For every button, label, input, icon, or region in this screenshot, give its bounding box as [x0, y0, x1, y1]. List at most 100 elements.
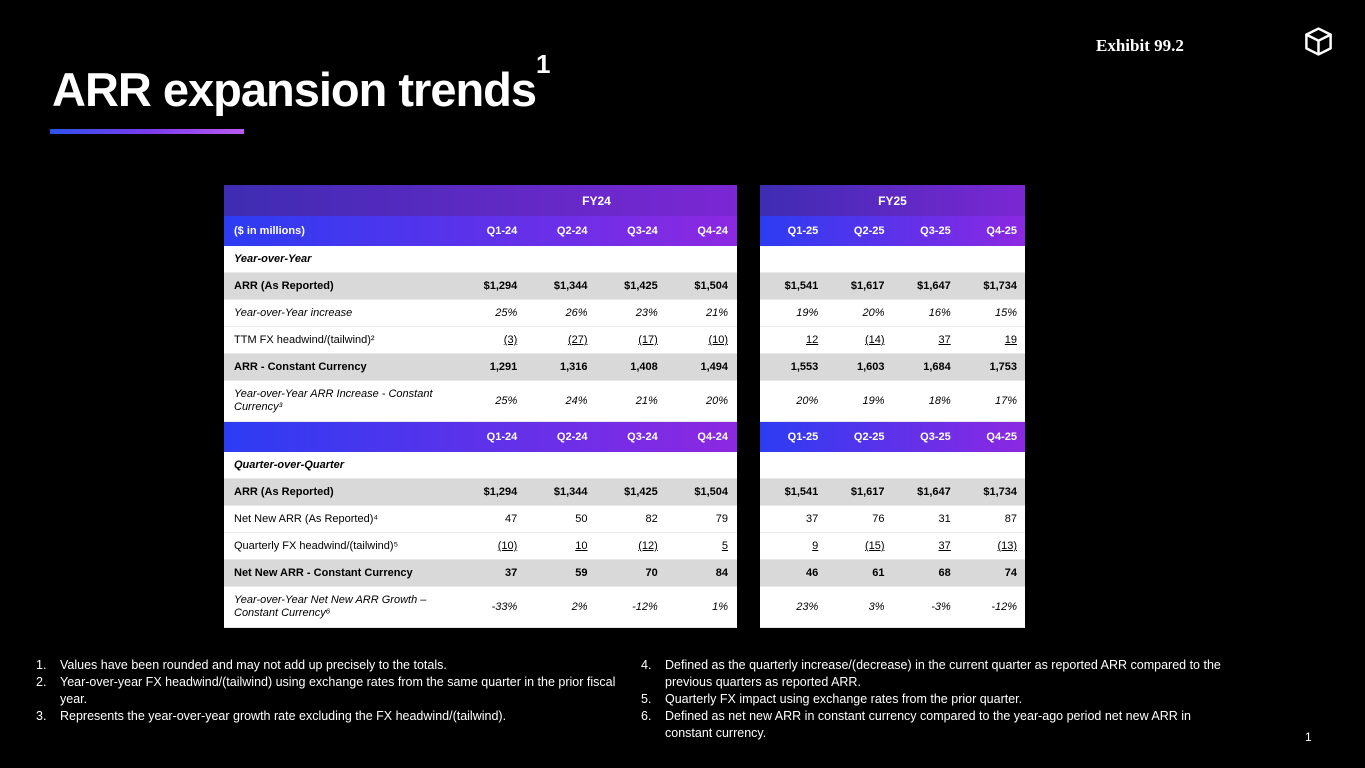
row-label: Quarterly FX headwind/(tailwind)⁵	[234, 539, 399, 552]
value-cell: Q3-24	[627, 431, 658, 443]
exhibit-label: Exhibit 99.2	[1096, 36, 1184, 55]
value-cell: $1,344	[553, 486, 588, 498]
value-cell: 1%	[712, 601, 728, 613]
table-row: 9 (15) 37 (13)	[760, 533, 1025, 560]
row-label: ($ in millions)	[234, 224, 305, 237]
value-cell: 37	[806, 513, 819, 525]
fy24-table-body: ($ in millions) Q1-24 Q2-24 Q3-24 Q4-24 Year-…	[224, 216, 737, 628]
footnote-text: Defined as net new ARR in constant curre…	[665, 709, 1191, 740]
page-title-superscript: 1	[536, 49, 551, 80]
value-cell: 20%	[862, 307, 885, 319]
value-cell: (15)	[864, 540, 885, 552]
value-cell: $1,647	[917, 486, 951, 498]
value-cell: 23%	[635, 307, 658, 319]
table-row: 20% 19% 18% 17%	[760, 381, 1025, 422]
value-cell: 15%	[994, 307, 1017, 319]
value-cell: $1,541	[784, 486, 819, 498]
value-cell: 16%	[928, 307, 951, 319]
table-row: ARR - Constant Currency 1,291 1,316 1,408 1,…	[224, 354, 737, 381]
value-cell: (13)	[997, 540, 1017, 552]
value-cell: $1,504	[694, 280, 728, 292]
value-cell: $1,504	[694, 486, 728, 498]
value-cell: (3)	[503, 334, 518, 346]
value-cell: Q3-25	[920, 225, 951, 237]
value-cell: 2%	[571, 601, 588, 613]
value-cell: $1,294	[483, 486, 518, 498]
value-cell: (10)	[708, 334, 728, 346]
footnote-text: Quarterly FX impact using exchange rates…	[665, 692, 1023, 706]
value-cell: 82	[645, 513, 658, 525]
table-row: ARR (As Reported) $1,294 $1,344 $1,425 $1,50…	[224, 479, 737, 506]
table-row: TTM FX headwind/(tailwind)² (3) (27) (17) (1…	[224, 327, 737, 354]
row-label: Year-over-Year Net New ARR Growth – Cons…	[234, 594, 427, 619]
table-row: Q1-25 Q2-25 Q3-25 Q4-25	[760, 422, 1025, 452]
fy25-table: FY25 Q1-25 Q2-25 Q3-25 Q4-25 $1,541 $1,617 $1,…	[760, 185, 1025, 628]
value-cell: 61	[872, 567, 885, 579]
value-cell: 23%	[796, 601, 819, 613]
footnote-item: 4. Defined as the quarterly increase/(dec…	[641, 657, 1231, 691]
value-cell: 1,684	[923, 361, 951, 373]
footnote-item: 2. Year-over-year FX headwind/(tailwind) …	[36, 674, 641, 708]
value-cell: Q4-25	[986, 431, 1017, 443]
value-cell: 87	[1004, 513, 1017, 525]
value-cell: $1,617	[850, 486, 885, 498]
fy25-table-body: Q1-25 Q2-25 Q3-25 Q4-25 $1,541 $1,617 $1,647 $1…	[760, 216, 1025, 628]
value-cell: 1,603	[856, 361, 885, 373]
value-cell: 21%	[635, 395, 658, 407]
row-label: Net New ARR (As Reported)⁴	[234, 512, 379, 525]
footnote-text: Values have been rounded and may not add…	[60, 658, 447, 672]
value-cell: -33%	[491, 601, 518, 613]
table-row: ($ in millions) Q1-24 Q2-24 Q3-24 Q4-24	[224, 216, 737, 246]
table-row: Year-over-Year Net New ARR Growth – Cons…	[224, 587, 737, 628]
value-cell: 47	[505, 513, 518, 525]
value-cell: 18%	[928, 395, 951, 407]
value-cell: 25%	[495, 307, 518, 319]
value-cell: 1,408	[630, 361, 658, 373]
value-cell: Q2-25	[853, 225, 885, 237]
value-cell: $1,425	[624, 486, 658, 498]
value-cell: Q1-24	[486, 431, 518, 443]
footnote-number: 3.	[36, 709, 47, 723]
value-cell: 20%	[705, 395, 728, 407]
value-cell: $1,647	[917, 280, 951, 292]
footnote-item: 6. Defined as net new ARR in constant cur…	[641, 708, 1231, 742]
value-cell: 20%	[796, 395, 819, 407]
table-row: 12 (14) 37 19	[760, 327, 1025, 354]
value-cell: 17%	[994, 395, 1017, 407]
row-label: Quarter-over-Quarter	[234, 458, 345, 471]
row-label: Net New ARR - Constant Currency	[234, 566, 413, 579]
fy24-header-label: FY24	[582, 193, 611, 208]
row-label: ARR (As Reported)	[234, 279, 334, 292]
value-cell: 59	[575, 567, 588, 579]
value-cell: 3%	[868, 601, 885, 613]
value-cell: 50	[575, 513, 588, 525]
page-number: 1	[1305, 730, 1312, 744]
table-row: $1,541 $1,617 $1,647 $1,734	[760, 273, 1025, 300]
table-row	[760, 246, 1025, 273]
arr-tables: FY24 ($ in millions) Q1-24 Q2-24 Q3-24 Q4-24…	[224, 185, 1025, 628]
table-row: Year-over-Year ARR Increase - Constant C…	[224, 381, 737, 422]
footnote-number: 2.	[36, 675, 47, 689]
value-cell: 1,553	[790, 361, 819, 373]
table-row: 23% 3% -3% -12%	[760, 587, 1025, 628]
footnote-item: 1. Values have been rounded and may not a…	[36, 657, 641, 674]
title-underline	[50, 129, 244, 134]
value-cell: 21%	[705, 307, 728, 319]
value-cell: Q1-24	[486, 225, 518, 237]
value-cell: Q2-24	[556, 431, 588, 443]
value-cell: Q3-24	[627, 225, 658, 237]
footnotes: 1. Values have been rounded and may not a…	[36, 657, 1336, 740]
footnote-number: 6.	[641, 709, 652, 723]
value-cell: (10)	[497, 540, 518, 552]
value-cell: Q3-25	[920, 431, 951, 443]
value-cell: 25%	[495, 395, 518, 407]
table-row	[760, 452, 1025, 479]
page-title-text: ARR expansion trends	[52, 63, 537, 116]
value-cell: 84	[715, 567, 728, 579]
page-title: ARR expansion trends1	[52, 49, 551, 117]
value-cell: Q1-25	[787, 431, 819, 443]
fy25-header-label: FY25	[878, 193, 907, 208]
row-label: Year-over-Year ARR Increase - Constant C…	[234, 388, 433, 413]
value-cell: 26%	[565, 307, 588, 319]
